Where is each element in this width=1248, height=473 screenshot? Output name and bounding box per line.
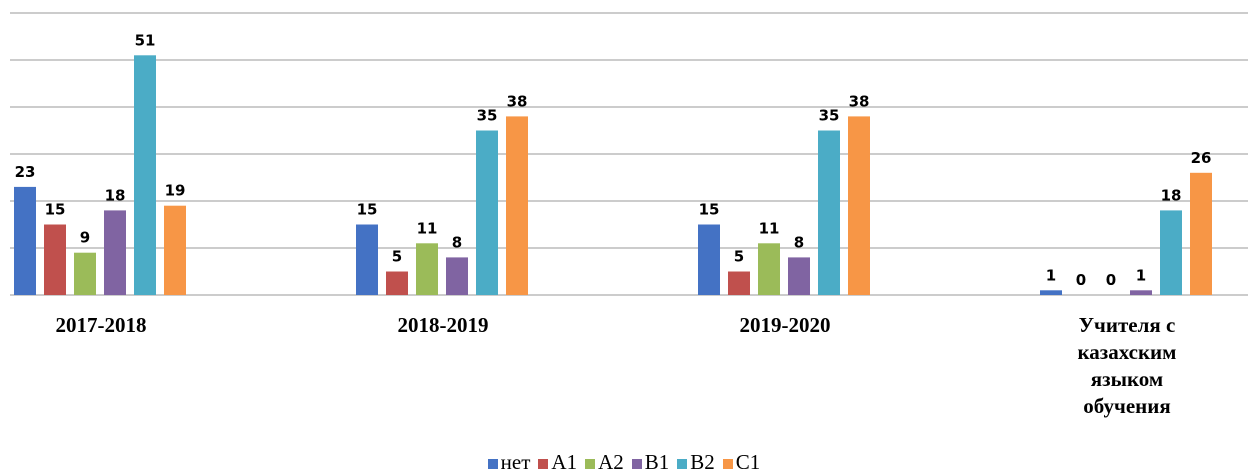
- bar: [758, 243, 780, 295]
- data-label: 35: [477, 107, 498, 125]
- data-label: 8: [794, 233, 804, 251]
- data-label: 15: [45, 201, 66, 219]
- data-label: 38: [849, 92, 870, 110]
- data-label: 26: [1191, 149, 1212, 167]
- legend-item: A1: [538, 450, 577, 473]
- bar: [446, 257, 468, 295]
- bar: [356, 224, 378, 295]
- legend-swatch: [487, 459, 498, 469]
- bar: [1130, 290, 1152, 295]
- bar: [728, 271, 750, 295]
- data-label: 9: [80, 229, 90, 247]
- x-tick-label: 2019-2020: [739, 313, 831, 337]
- bar: [848, 116, 870, 296]
- x-tick-label: 2018-2019: [397, 313, 489, 337]
- bar: [698, 224, 720, 295]
- bar: [506, 116, 528, 296]
- bar: [134, 55, 156, 295]
- data-label: 5: [734, 248, 744, 266]
- legend: нет A1 A2 B1 B2 C1: [0, 450, 1248, 473]
- bar: [818, 130, 840, 295]
- bar: [1190, 172, 1212, 295]
- data-label: 0: [1106, 271, 1116, 289]
- bar: [788, 257, 810, 295]
- legend-label: A2: [598, 450, 624, 473]
- legend-swatch: [585, 459, 596, 469]
- bar: [416, 243, 438, 295]
- bar: [44, 224, 66, 295]
- bar: [14, 186, 36, 295]
- data-label: 1: [1046, 266, 1056, 284]
- legend-item: B1: [631, 450, 670, 473]
- legend-swatch: [631, 459, 642, 469]
- data-label: 38: [507, 92, 528, 110]
- bar: [74, 252, 96, 295]
- bar: [1160, 210, 1182, 295]
- data-label: 0: [1076, 271, 1086, 289]
- x-tick-label: 2017-2018: [55, 313, 147, 337]
- legend-item: B2: [677, 450, 715, 473]
- legend-label: C1: [735, 450, 761, 473]
- data-label: 18: [1161, 186, 1182, 204]
- legend-swatch: [722, 459, 733, 469]
- legend-label: B2: [690, 450, 715, 473]
- legend-item: A2: [585, 450, 624, 473]
- data-label: 11: [759, 219, 780, 237]
- data-label: 18: [105, 186, 126, 204]
- data-label: 15: [699, 201, 720, 219]
- data-label: 1: [1136, 266, 1146, 284]
- data-label: 35: [819, 107, 840, 125]
- data-label: 51: [135, 31, 156, 49]
- bar: [104, 210, 126, 295]
- legend-swatch: [677, 459, 688, 469]
- bar: [164, 205, 186, 295]
- legend-label: A1: [551, 450, 578, 473]
- legend-item: C1: [722, 450, 761, 473]
- bar: [1040, 290, 1062, 295]
- data-label: 23: [15, 163, 36, 181]
- data-label: 15: [357, 201, 378, 219]
- data-label: 8: [452, 233, 462, 251]
- x-tick-label: Учителя с казахским языком обучения: [1077, 313, 1177, 418]
- data-label: 11: [417, 219, 438, 237]
- bar: [476, 130, 498, 295]
- legend-label: B1: [644, 450, 670, 473]
- data-label: 19: [165, 182, 186, 200]
- legend-label: нет: [500, 450, 531, 473]
- legend-swatch: [538, 459, 549, 469]
- bar: [386, 271, 408, 295]
- legend-item: нет: [487, 450, 531, 473]
- data-label: 5: [392, 248, 402, 266]
